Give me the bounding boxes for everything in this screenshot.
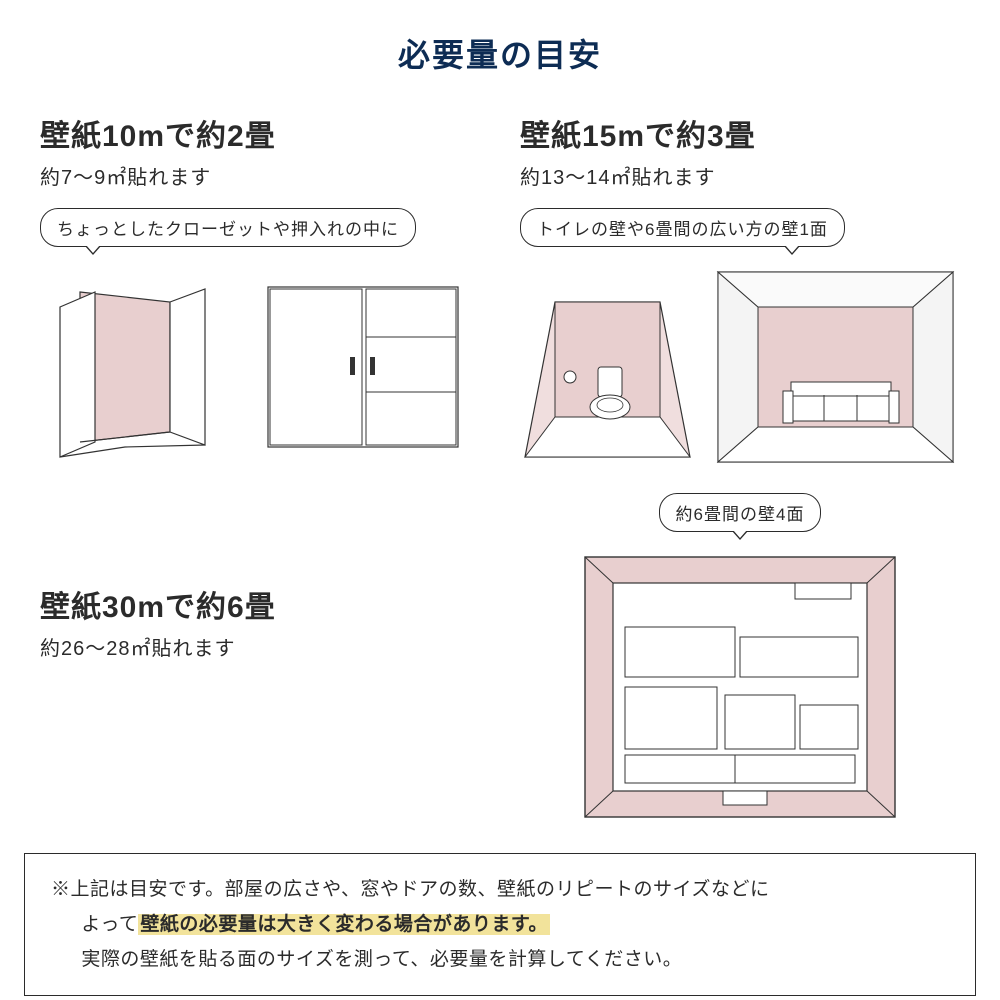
illustration-10m [40, 267, 480, 467]
note-line1: ※上記は目安です。部屋の広さや、窓やドアの数、壁紙のリピートのサイズなどに [51, 879, 769, 900]
section-15m: 壁紙15mで約3畳 約13～14㎡貼れます トイレの壁や6畳間の広い方の壁1面 [520, 111, 960, 467]
note-highlight: 壁紙の必要量は大きく変わる場合があります。 [138, 914, 550, 935]
bubble-15m: トイレの壁や6畳間の広い方の壁1面 [520, 208, 845, 247]
living-room-icon [713, 267, 958, 467]
section-10m: 壁紙10mで約2畳 約7～9㎡貼れます ちょっとしたクローゼットや押入れの中に [40, 111, 480, 467]
note-box: ※上記は目安です。部屋の広さや、窓やドアの数、壁紙のリピートのサイズなどに よっ… [24, 853, 976, 996]
heading-30m: 壁紙30mで約6畳 [40, 582, 480, 626]
heading-10m: 壁紙10mで約2畳 [40, 111, 480, 155]
sub-30m: 約26～28㎡貼れます [40, 632, 480, 661]
closet-icon [40, 267, 240, 467]
toilet-room-icon [520, 267, 695, 467]
room-plan-icon [575, 547, 905, 827]
illustration-15m [520, 267, 960, 467]
sub-15m: 約13～14㎡貼れます [520, 161, 960, 190]
note-line2-pre: よって [81, 914, 138, 935]
bubble-10m: ちょっとしたクローゼットや押入れの中に [40, 208, 416, 247]
cabinet-icon [258, 267, 468, 467]
page-title: 必要量の目安 [0, 0, 1000, 76]
section-30m-illus: 約6畳間の壁4面 [520, 475, 960, 827]
sub-10m: 約7～9㎡貼れます [40, 161, 480, 190]
heading-15m: 壁紙15mで約3畳 [520, 111, 960, 155]
content-grid: 壁紙10mで約2畳 約7～9㎡貼れます ちょっとしたクローゼットや押入れの中に [0, 76, 1000, 827]
note-line3: 実際の壁紙を貼る面のサイズを測って、必要量を計算してください。 [51, 942, 949, 977]
bubble-30m: 約6畳間の壁4面 [659, 493, 822, 532]
section-30m: 壁紙30mで約6畳 約26～28㎡貼れます [40, 582, 480, 827]
